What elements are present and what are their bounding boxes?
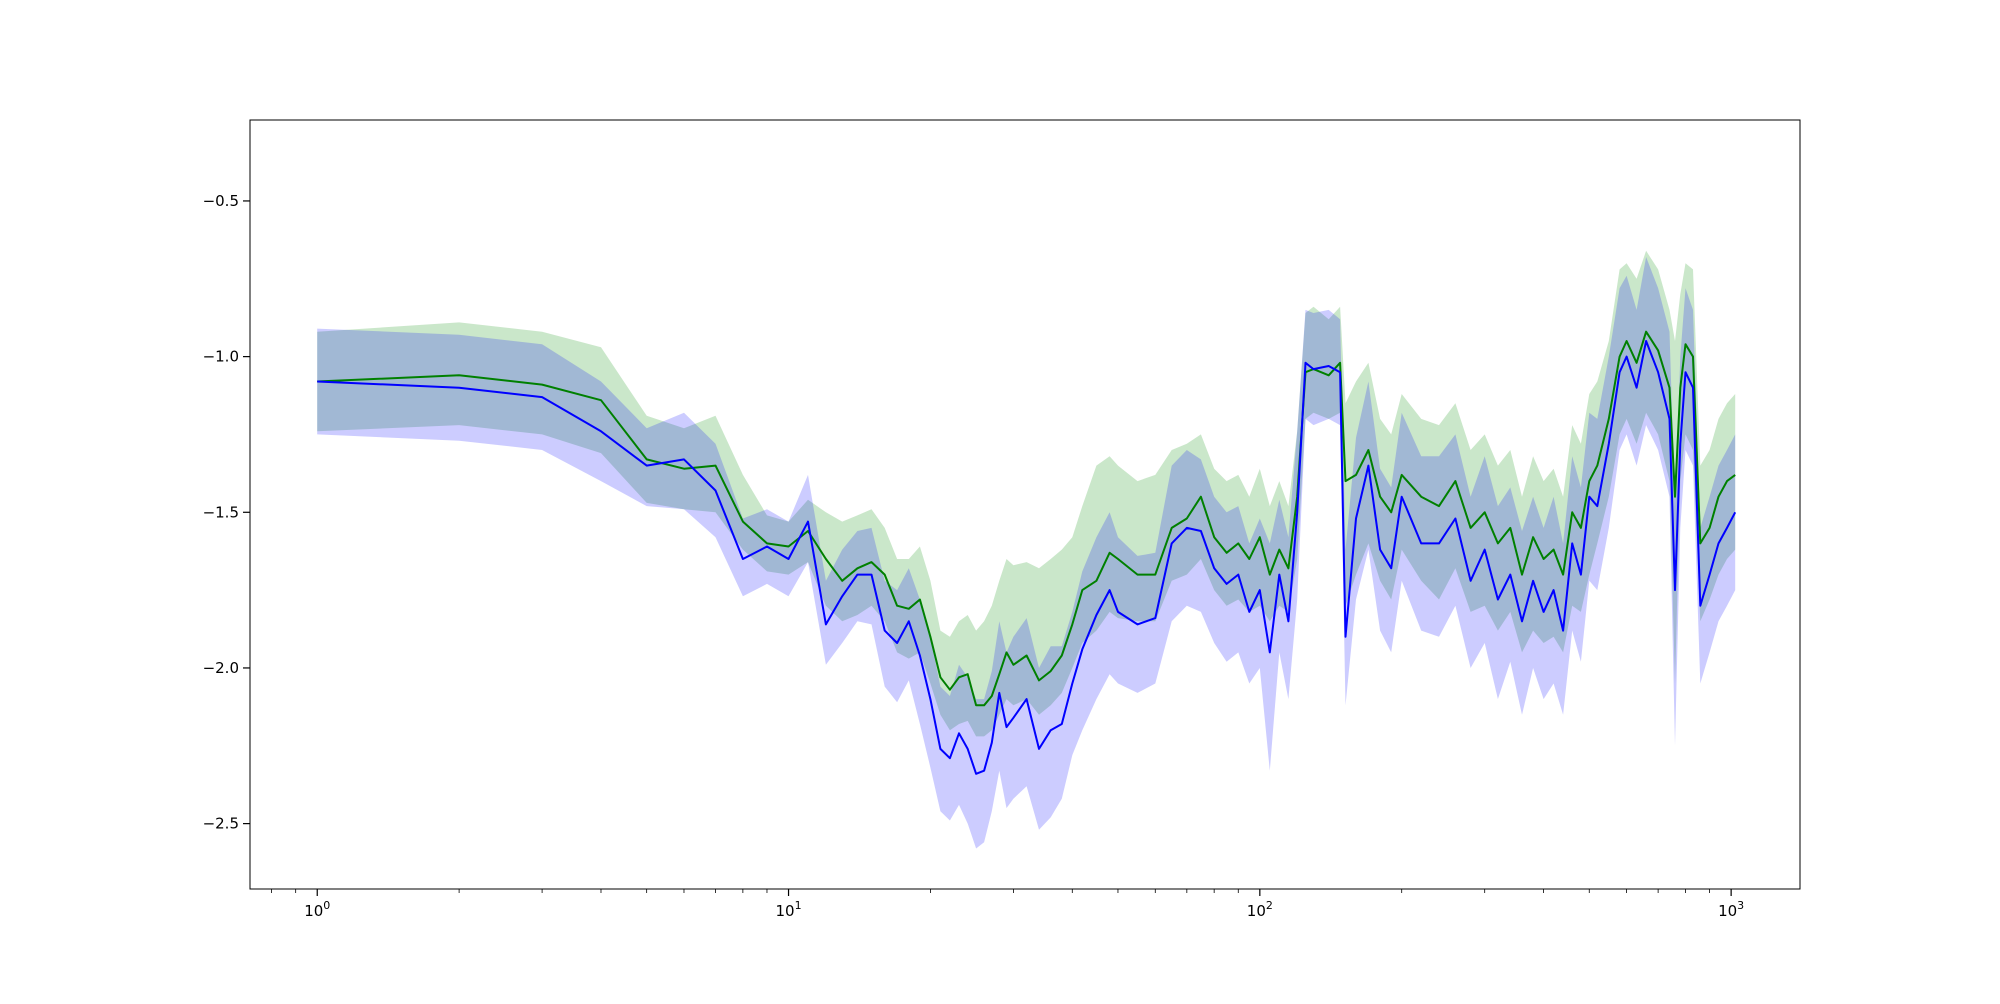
y-axis-ticks: −0.5 −1.0 −1.5 −2.0 −2.5 xyxy=(203,192,250,833)
y-tick-label: −1.0 xyxy=(203,348,239,366)
y-tick-label: −2.5 xyxy=(203,815,239,833)
series-lines xyxy=(317,330,1737,775)
x-tick-label: 102 xyxy=(1247,899,1273,920)
x-axis-ticks: 100 101 102 103 xyxy=(271,889,1744,920)
y-tick-label: −2.0 xyxy=(203,659,239,677)
x-tick-label: 103 xyxy=(1718,899,1744,920)
confidence-bands xyxy=(317,250,1736,849)
series-2-line xyxy=(317,340,1737,775)
series-1-line xyxy=(317,330,1736,707)
series-1-band xyxy=(317,250,1736,737)
y-tick-label: −1.5 xyxy=(203,503,239,521)
axes-frame xyxy=(249,119,1801,890)
x-tick-label: 101 xyxy=(775,899,801,920)
series-2-band xyxy=(317,257,1736,849)
y-tick-label: −0.5 xyxy=(203,192,239,210)
x-tick-label: 100 xyxy=(304,899,330,920)
